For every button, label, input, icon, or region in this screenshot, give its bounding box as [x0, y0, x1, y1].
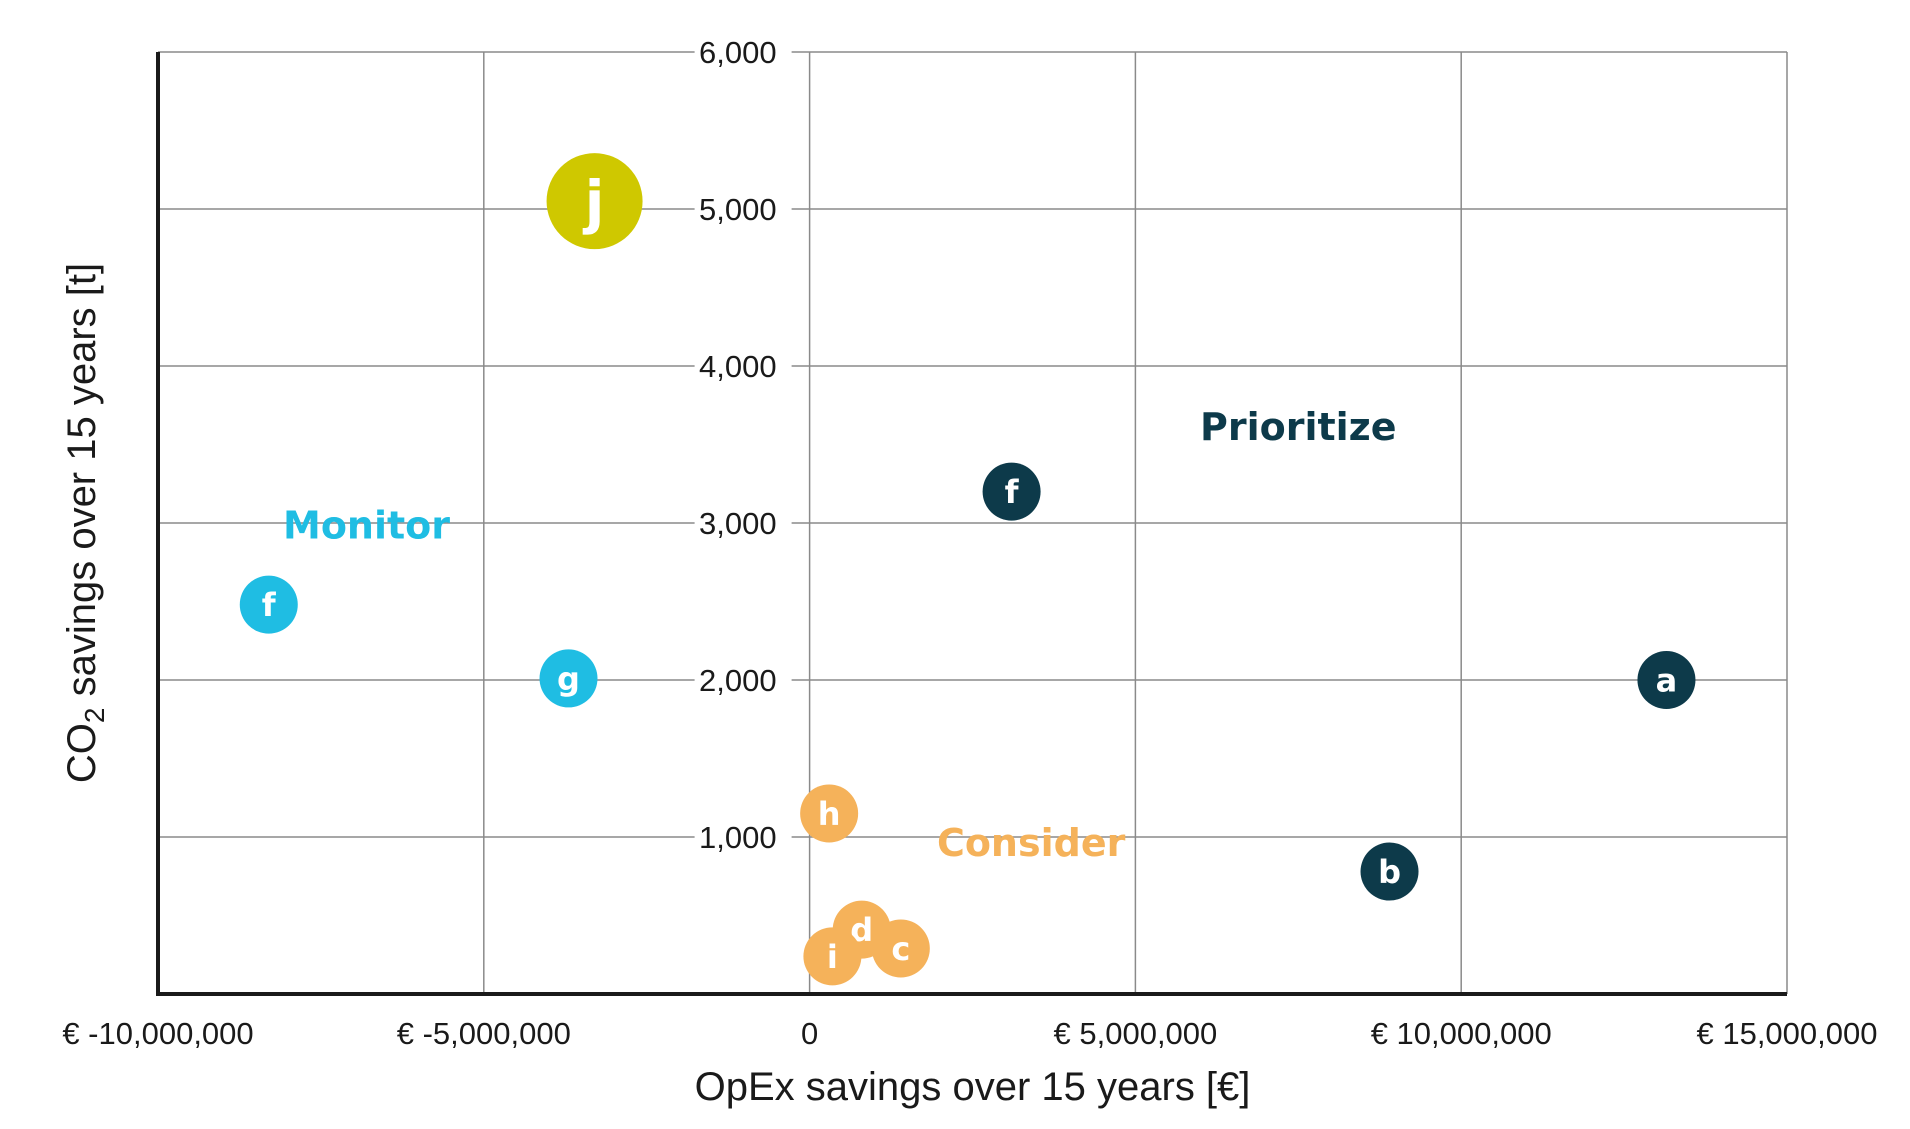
y-axis-title-subscript: 2	[79, 708, 110, 724]
bubble-label-c: c	[891, 930, 910, 968]
bubble-c	[871, 919, 930, 978]
quadrant-label-consider: Consider	[937, 821, 1126, 865]
bubble-b	[1360, 842, 1419, 901]
bubble-f	[982, 462, 1041, 521]
y-tick-label-5: 6,000	[699, 35, 777, 70]
data-point-j-0: j	[546, 153, 643, 250]
data-point-f-1: f	[982, 462, 1041, 521]
bubble-label-f: f	[1005, 473, 1020, 511]
data-point-g-5: g	[539, 649, 598, 708]
bubble-h	[800, 784, 859, 843]
y-tick-label-3: 4,000	[699, 349, 777, 384]
bubble-j	[546, 153, 643, 250]
bubble-label-a: a	[1656, 662, 1678, 700]
data-point-a-2: a	[1637, 651, 1696, 709]
y-axis-title-main: CO	[60, 723, 104, 783]
bubble-label-h: h	[818, 795, 841, 833]
x-tick-label-1: € -5,000,000	[397, 1016, 571, 1051]
x-tick-label-4: € 10,000,000	[1371, 1016, 1552, 1051]
bubble-label-b: b	[1378, 853, 1401, 891]
y-axis-title: CO2 savings over 15 years [t]	[60, 263, 110, 783]
y-tick-label-4: 5,000	[699, 192, 777, 227]
bubble-g	[539, 649, 598, 708]
y-axis-title-rest: savings over 15 years [t]	[60, 263, 104, 708]
bubble-label-i: i	[827, 938, 838, 976]
bubble-f	[239, 575, 298, 634]
y-tick-label-0: 1,000	[699, 820, 777, 855]
data-point-f-4: f	[239, 575, 298, 634]
y-tick-label-1: 2,000	[699, 663, 777, 698]
bubble-label-g: g	[557, 660, 580, 698]
y-tick-label-2: 3,000	[699, 506, 777, 541]
x-tick-label-3: € 5,000,000	[1054, 1016, 1218, 1051]
data-point-i-9: i	[803, 927, 862, 986]
data-point-c-8: c	[871, 919, 930, 978]
x-axis-title: OpEx savings over 15 years [€]	[695, 1065, 1251, 1109]
data-point-b-3: b	[1360, 842, 1419, 901]
tick-labels: € -10,000,000 € -5,000,000 0 € 5,000,000 € 1…	[62, 35, 1877, 1051]
x-tick-label-2: 0	[801, 1016, 818, 1051]
quadrant-label-monitor: Monitor	[283, 504, 450, 548]
axes	[156, 52, 1787, 996]
x-tick-label-5: € 15,000,000	[1696, 1016, 1877, 1051]
quadrant-labels: Prioritize Monitor Consider	[283, 405, 1397, 865]
data-point-h-6: h	[800, 784, 859, 843]
bubble-a	[1637, 651, 1696, 709]
bubble-label-j: j	[583, 168, 605, 236]
bubble-i	[803, 927, 862, 986]
bubble-label-f: f	[262, 586, 277, 624]
x-tick-label-0: € -10,000,000	[62, 1016, 253, 1051]
quadrant-label-prioritize: Prioritize	[1200, 405, 1397, 449]
